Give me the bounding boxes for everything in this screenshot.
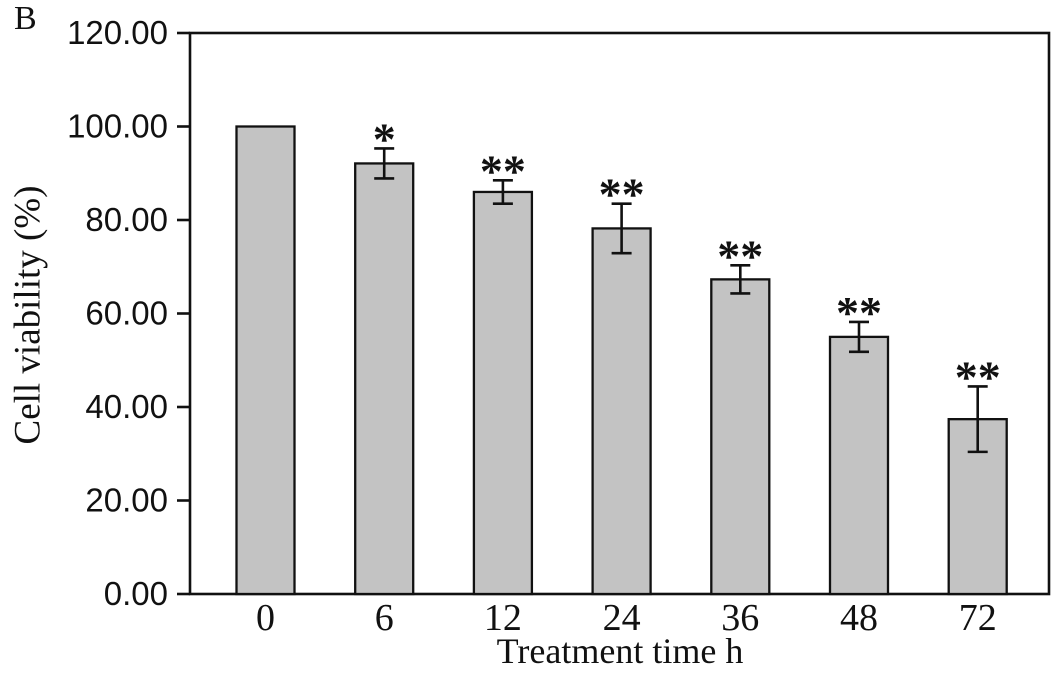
x-tick-label: 48: [840, 597, 878, 639]
y-tick-label: 120.00: [67, 14, 168, 51]
y-tick-label: 80.00: [85, 201, 168, 238]
bar-6h: [354, 162, 415, 596]
y-tick-label: 20.00: [85, 482, 168, 519]
significance-marker: **: [955, 351, 1001, 402]
bar-36h: [710, 278, 771, 596]
y-tick-label: 40.00: [85, 388, 168, 425]
significance-marker: *: [373, 113, 396, 164]
significance-marker: **: [480, 145, 526, 196]
x-tick-label: 24: [603, 597, 641, 639]
y-tick-label: 0.00: [104, 575, 168, 612]
bar-24h: [591, 227, 652, 596]
y-tick-label: 100.00: [67, 108, 168, 145]
significance-marker: **: [717, 230, 763, 281]
x-tick-label: 72: [959, 597, 997, 639]
bar-0h: [235, 125, 296, 596]
panel-label: B: [14, 0, 37, 37]
x-axis-title: Treatment time h: [496, 631, 744, 671]
x-tick-label: 6: [375, 597, 394, 639]
x-tick-label: 36: [721, 597, 759, 639]
significance-marker: **: [836, 287, 882, 338]
significance-marker: **: [599, 169, 645, 220]
y-tick-label: 60.00: [85, 295, 168, 332]
x-tick-label: 0: [256, 597, 275, 639]
x-tick-label: 12: [484, 597, 522, 639]
bar-48h: [828, 335, 890, 596]
bar-12h: [472, 190, 534, 596]
